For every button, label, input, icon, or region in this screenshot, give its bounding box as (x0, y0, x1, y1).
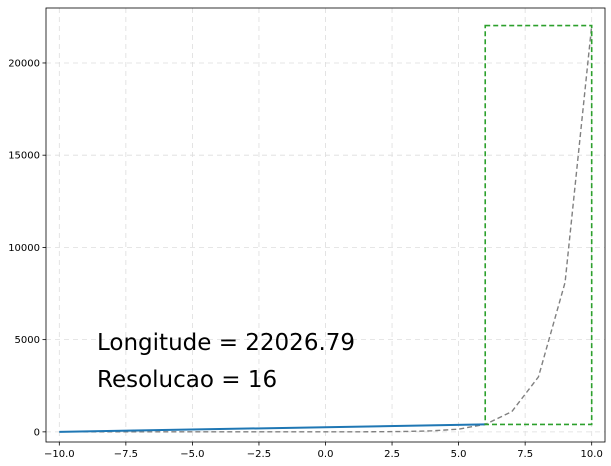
y-tick-label: 5000 (15, 335, 40, 346)
series-layer (59, 25, 593, 433)
y-tick-label: 0 (34, 427, 40, 438)
y-tick-label: 15000 (8, 151, 40, 162)
x-tick-label: −5.0 (180, 449, 204, 460)
x-tick-label: −2.5 (247, 449, 271, 460)
highlight-rectangle (484, 24, 593, 426)
x-tick-label: 2.5 (384, 449, 400, 460)
annotation-resolution: Resolucao = 16 (97, 367, 277, 393)
x-tick-label: 0.0 (318, 449, 334, 460)
x-tick-label: −7.5 (114, 449, 138, 460)
x-axis: −10.0 −7.5 −5.0 −2.5 0.0 2.5 5.0 7.5 10.0 (44, 442, 603, 460)
dashed-curve-line (59, 25, 593, 433)
x-tick-label: 5.0 (451, 449, 467, 460)
x-tick-label: 10.0 (581, 449, 603, 460)
annotation-longitude: Longitude = 22026.79 (97, 330, 355, 356)
x-tick-label: 7.5 (517, 449, 533, 460)
y-tick-label: 20000 (8, 58, 40, 69)
y-tick-label: 10000 (8, 243, 40, 254)
y-axis: 0 5000 10000 15000 20000 (8, 58, 46, 438)
solid-line (59, 423, 486, 433)
x-tick-label: −10.0 (44, 449, 75, 460)
